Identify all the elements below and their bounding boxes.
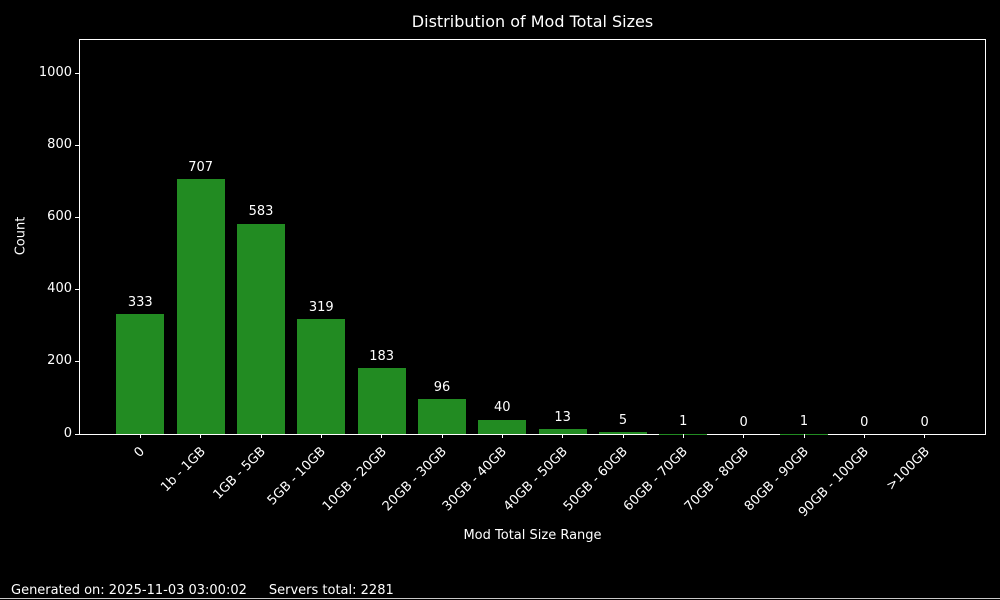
y-tick-mark — [75, 144, 79, 146]
bar-value-label: 333 — [127, 294, 153, 310]
x-tick-mark — [743, 434, 745, 438]
x-tick-mark — [320, 434, 322, 438]
servers-total: Servers total: 2281 — [268, 583, 394, 598]
chart-title: Distribution of Mod Total Sizes — [411, 12, 654, 31]
y-tick-mark — [75, 289, 79, 291]
bar-value-label: 13 — [554, 410, 571, 426]
bar-value-label: 40 — [494, 400, 511, 416]
x-tick-mark — [562, 434, 564, 438]
x-tick-mark — [501, 434, 503, 438]
x-tick-mark — [622, 434, 624, 438]
bar-value-label: 0 — [920, 414, 929, 430]
bar — [478, 419, 527, 434]
bar-value-label: 707 — [188, 159, 214, 175]
footer: Generated on: 2025-11-03 03:00:02 Servers… — [11, 583, 394, 598]
bar-value-label: 96 — [433, 380, 451, 396]
y-tick-label: 400 — [47, 281, 72, 297]
x-tick-mark — [381, 434, 383, 438]
y-tick-label: 200 — [47, 353, 72, 369]
y-tick-label: 1000 — [38, 64, 72, 80]
y-tick-label: 600 — [47, 209, 72, 224]
bar — [418, 399, 466, 434]
bar-value-label: 183 — [369, 348, 395, 364]
x-tick-mark — [260, 434, 262, 438]
y-tick-mark — [75, 72, 79, 74]
bar — [176, 178, 225, 434]
bar — [357, 368, 406, 434]
bottom-border-line — [0, 598, 1000, 599]
x-tick-mark — [863, 434, 865, 438]
x-tick-mark — [139, 434, 141, 438]
x-tick-mark — [682, 434, 684, 438]
bar-value-label: 319 — [308, 299, 334, 315]
bar-value-label: 1 — [679, 414, 688, 430]
y-tick-label: 800 — [47, 136, 72, 152]
x-tick-mark — [803, 434, 805, 438]
y-tick-mark — [75, 433, 79, 435]
x-tick-mark — [924, 434, 926, 438]
y-tick-mark — [75, 361, 79, 363]
bar — [297, 318, 346, 434]
bar-value-label: 0 — [739, 414, 748, 430]
bar — [237, 223, 285, 434]
bar-value-label: 5 — [618, 412, 628, 428]
bar — [116, 313, 165, 434]
bar — [599, 432, 647, 434]
plot-area: 0 200 400 600 800 1000 333 0 707 1b - 1GB 583 1GB -… — [39, 39, 986, 520]
x-tick-mark — [200, 434, 202, 438]
bar — [538, 429, 587, 434]
x-tick-mark — [441, 434, 443, 438]
y-tick-label: 0 — [63, 425, 72, 441]
y-tick-mark — [75, 217, 79, 218]
bar-value-label: 0 — [860, 414, 869, 430]
x-axis-label: Mod Total Size Range — [463, 528, 602, 543]
bar-value-label: 1 — [799, 414, 809, 430]
bar-value-label: 583 — [248, 204, 274, 220]
generated-timestamp: Generated on: 2025-11-03 03:00:02 — [11, 583, 247, 598]
